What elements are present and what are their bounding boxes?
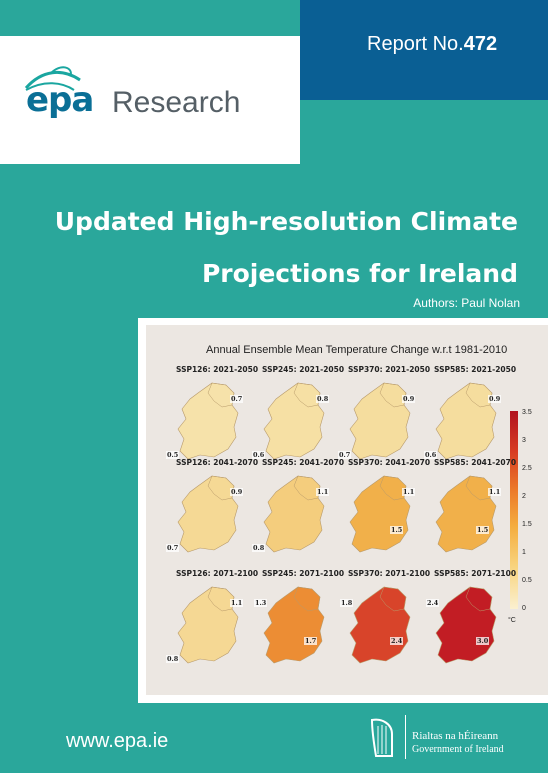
ireland-shape <box>435 382 497 460</box>
panel-value: 0.8 <box>316 395 330 403</box>
panel-value: 2.4 <box>390 637 404 645</box>
ireland-map <box>177 382 239 460</box>
colorbar-unit: °C <box>508 617 516 624</box>
ireland-map <box>177 586 239 664</box>
panel-value: 0.6 <box>424 451 438 459</box>
ireland-shape <box>263 475 325 553</box>
ireland-map <box>435 475 497 553</box>
panel-value: 0.9 <box>488 395 502 403</box>
colorbar <box>510 411 518 609</box>
epa-wave-icon <box>24 66 81 91</box>
gov-name-irish: Rialtas na hÉireann <box>412 730 499 742</box>
panel-value: 0.9 <box>402 395 416 403</box>
ireland-map <box>263 586 325 664</box>
border-line <box>465 586 493 612</box>
harp-icon <box>370 718 393 757</box>
ireland-map <box>435 382 497 460</box>
epa-logo-text: epa <box>26 80 94 120</box>
colorbar-tick: 2.5 <box>522 465 532 472</box>
panel-value: 2.4 <box>426 599 440 607</box>
panel-value: 1.8 <box>340 599 354 607</box>
ireland-shape <box>435 475 497 553</box>
ireland-map <box>263 475 325 553</box>
panel-value: 0.9 <box>230 488 244 496</box>
colorbar-tick: 2 <box>522 493 526 500</box>
panel-value: 3.0 <box>476 637 490 645</box>
border-line <box>207 382 235 408</box>
colorbar-tick: 1 <box>522 549 526 556</box>
border-line <box>207 586 235 612</box>
ireland-map <box>349 586 411 664</box>
panel-label: SSP245: 2041-2070 <box>262 458 345 467</box>
panel-label: SSP126: 2021-2050 <box>176 365 259 374</box>
website-link[interactable]: www.epa.ie <box>66 730 169 752</box>
colorbar-tick: 0 <box>522 605 526 612</box>
panel-value: 0.7 <box>338 451 352 459</box>
border-line <box>379 475 407 501</box>
border-line <box>293 586 321 612</box>
border-line <box>293 382 321 408</box>
ireland-shape <box>349 475 411 553</box>
panel-value: 0.5 <box>166 451 180 459</box>
authors: Authors: Paul Nolan <box>413 296 520 310</box>
colorbar-tick: 0.5 <box>522 577 532 584</box>
gov-divider <box>405 715 406 759</box>
panel-value: 1.1 <box>488 488 502 496</box>
ireland-shape <box>349 586 411 664</box>
panel-label: SSP585: 2041-2070 <box>434 458 517 467</box>
panel-value: 0.7 <box>230 395 244 403</box>
panel-label: SSP245: 2071-2100 <box>262 569 345 578</box>
ireland-map <box>349 475 411 553</box>
panel-value: 1.5 <box>476 526 490 534</box>
border-line <box>465 475 493 501</box>
colorbar-tick: 3 <box>522 437 526 444</box>
ireland-map <box>263 382 325 460</box>
border-line <box>293 475 321 501</box>
ireland-map <box>177 475 239 553</box>
logo-panel <box>0 36 300 164</box>
figure-title: Annual Ensemble Mean Temperature Change … <box>206 344 508 356</box>
research-logo-text: Research <box>112 86 241 119</box>
panel-label: SSP585: 2021-2050 <box>434 365 517 374</box>
panel-label: SSP126: 2071-2100 <box>176 569 259 578</box>
border-line <box>465 382 493 408</box>
ireland-shape <box>349 382 411 460</box>
ireland-map <box>435 586 497 664</box>
ireland-shape <box>435 586 497 664</box>
panel-value: 0.7 <box>166 544 180 552</box>
panel-value: 0.8 <box>166 655 180 663</box>
panel-label: SSP370: 2071-2100 <box>348 569 431 578</box>
colorbar-tick: 3.5 <box>522 409 532 416</box>
ireland-shape <box>263 586 325 664</box>
report-banner <box>300 0 548 100</box>
panel-value: 1.1 <box>230 599 244 607</box>
border-line <box>207 475 235 501</box>
report-number: Report No.472 <box>367 33 498 55</box>
ireland-shape <box>177 475 239 553</box>
panel-value: 1.1 <box>402 488 416 496</box>
panel-value: 0.8 <box>252 544 266 552</box>
temperature-figure: Annual Ensemble Mean Temperature Change … <box>146 325 548 695</box>
ireland-shape <box>177 382 239 460</box>
gov-name-english: Government of Ireland <box>412 744 504 755</box>
panel-label: SSP126: 2041-2070 <box>176 458 259 467</box>
panel-value: 1.1 <box>316 488 330 496</box>
border-line <box>379 382 407 408</box>
panel-value: 0.6 <box>252 451 266 459</box>
panel-label: SSP585: 2071-2100 <box>434 569 517 578</box>
report-title: Updated High-resolution Climate Projecti… <box>54 207 518 288</box>
ireland-map <box>349 382 411 460</box>
ireland-shape <box>177 586 239 664</box>
colorbar-tick: 1.5 <box>522 521 532 528</box>
ireland-shape <box>263 382 325 460</box>
panel-label: SSP370: 2041-2070 <box>348 458 431 467</box>
panel-value: 1.5 <box>390 526 404 534</box>
panel-value: 1.7 <box>304 637 318 645</box>
border-line <box>379 586 407 612</box>
panel-value: 1.3 <box>254 599 268 607</box>
panel-label: SSP245: 2021-2050 <box>262 365 345 374</box>
panel-label: SSP370: 2021-2050 <box>348 365 431 374</box>
